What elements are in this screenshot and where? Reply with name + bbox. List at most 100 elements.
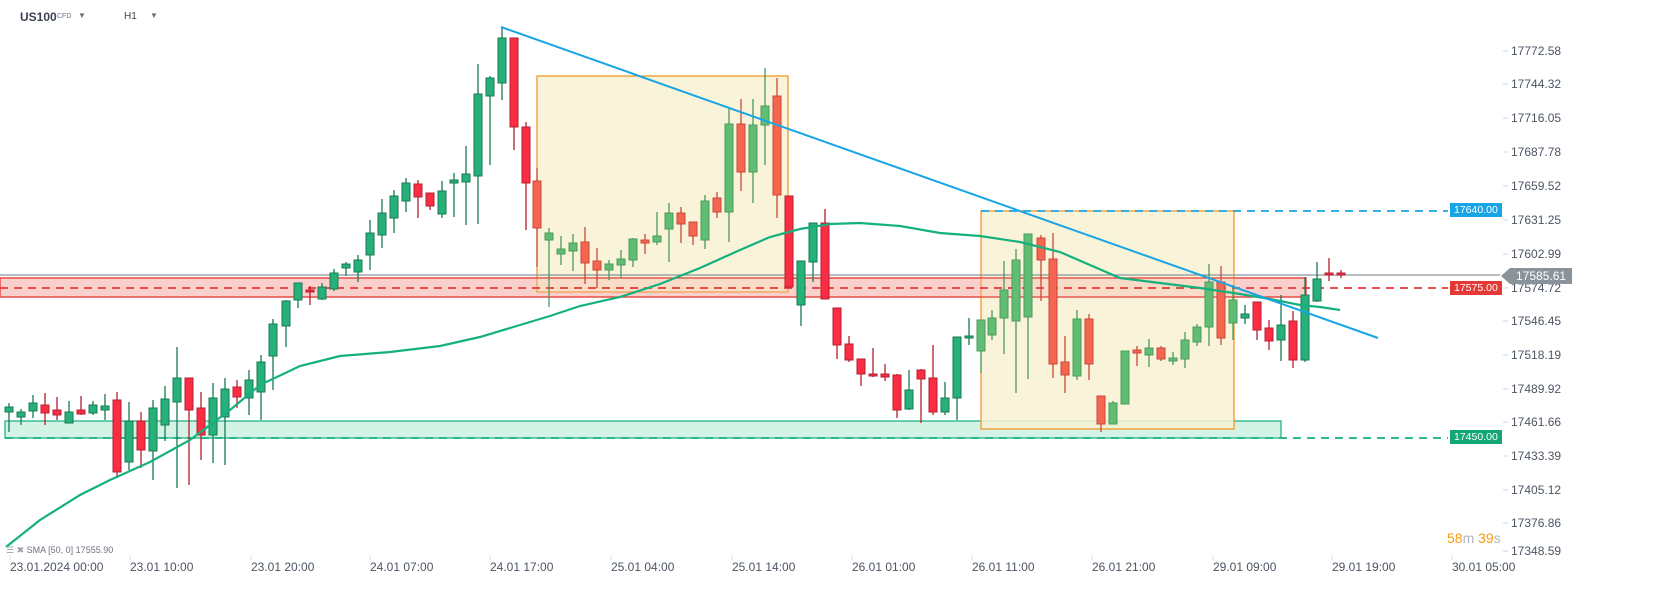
chart-toolbar: US100 CFD ▼ H1 ▼ (0, 0, 1653, 34)
indicator-settings-icon[interactable]: ☰ (6, 545, 15, 555)
candle-body (4, 406, 14, 413)
x-axis-label: 25.01 04:00 (611, 560, 675, 574)
candle-body (556, 248, 566, 255)
candle-body (1312, 278, 1322, 302)
y-axis-label: 17405.12 (1511, 483, 1561, 497)
support-green-price-tag: 17450.00 (1450, 430, 1502, 444)
x-axis-label: 26.01 11:00 (972, 560, 1035, 574)
candle-body (196, 407, 206, 436)
x-axis-label: 24.01 07:00 (370, 560, 434, 574)
candle-body (461, 173, 471, 183)
countdown-seconds: 39 (1478, 530, 1494, 546)
candle-body (724, 123, 734, 213)
y-axis-label: 17518.19 (1511, 348, 1561, 362)
candle-body (52, 409, 62, 416)
candle-body (688, 221, 698, 237)
x-axis-label: 23.01 10:00 (130, 560, 194, 574)
current-price-pointer-icon (1501, 268, 1510, 284)
candle-body (268, 323, 278, 357)
candle-body (652, 235, 662, 243)
symbol-chevron-down-icon[interactable]: ▼ (78, 11, 86, 20)
candle-body (425, 192, 435, 207)
candle-body (748, 124, 758, 173)
candle-body (760, 105, 770, 126)
candle-body (987, 317, 997, 336)
candle-body (868, 373, 878, 377)
consolidation-box-1 (536, 75, 789, 293)
candle-body (784, 195, 794, 288)
candle-body (916, 369, 926, 380)
candle-body (232, 386, 242, 398)
candle-body (604, 263, 614, 271)
candle-body (88, 404, 98, 414)
x-axis-label: 26.01 21:00 (1092, 560, 1156, 574)
candle-body (1156, 347, 1166, 360)
candle-body (317, 286, 327, 300)
candle-body (341, 263, 351, 269)
candle-body (281, 300, 291, 327)
candle-body (976, 319, 986, 352)
candle-body (509, 37, 519, 128)
symbol-selector[interactable]: US100 (20, 10, 57, 24)
candle-body (640, 239, 650, 244)
candle-body (844, 343, 854, 361)
candle-body (1324, 272, 1334, 276)
candle-body (856, 358, 866, 375)
resistance-price-tag: 17640.00 (1450, 203, 1502, 217)
candle-body (244, 379, 254, 399)
candle-body (1264, 327, 1274, 342)
candle-body (124, 420, 134, 463)
candle-body (532, 180, 542, 229)
timeframe-chevron-down-icon[interactable]: ▼ (150, 11, 158, 20)
y-axis-label: 17489.92 (1511, 382, 1561, 396)
candle-body (1120, 350, 1130, 405)
candle-body (820, 222, 830, 300)
countdown-minutes: 58 (1447, 530, 1463, 546)
y-axis-label: 17574.72 (1511, 281, 1561, 295)
timeframe-selector[interactable]: H1 (124, 11, 137, 22)
candle-body (568, 242, 578, 252)
candle-body (112, 399, 122, 473)
x-axis-label: 29.01 09:00 (1213, 560, 1277, 574)
candle-body (628, 238, 638, 261)
candle-body (1276, 324, 1286, 341)
candle-body (256, 361, 266, 393)
candle-body (220, 388, 230, 418)
current-price-tag: 17585.61 (1510, 268, 1573, 284)
candle-body (892, 374, 902, 411)
candle-body (1023, 233, 1033, 318)
x-axis-label: 23.01 20:00 (251, 560, 315, 574)
y-axis-label: 17659.52 (1511, 179, 1561, 193)
candle-body (413, 183, 423, 198)
y-axis-label: 17376.86 (1511, 516, 1561, 530)
candle-body (485, 77, 495, 97)
indicator-remove-icon[interactable]: ✖ (16, 545, 25, 555)
candle-body (76, 409, 86, 415)
candle-body (449, 179, 459, 184)
countdown-seconds-unit: s (1493, 530, 1501, 546)
candle-body (208, 397, 218, 436)
candle-body (664, 212, 674, 230)
candle-body (952, 336, 962, 399)
candle-body (1096, 395, 1106, 425)
candle-body (136, 420, 146, 451)
candle-body (808, 222, 818, 263)
candle-body (1288, 320, 1298, 361)
descending-trendline (500, 26, 1379, 339)
candle-body (1048, 258, 1058, 365)
candle-body (148, 407, 158, 452)
candle-body (1180, 339, 1190, 360)
y-axis-label: 17461.66 (1511, 415, 1561, 429)
candle-body (172, 377, 182, 403)
candle-body (928, 377, 938, 413)
candle-body (184, 377, 194, 411)
candle-body (64, 411, 74, 424)
indicator-legend: ☰ ✖ SMA [50, 0] 17555.90 (6, 545, 113, 556)
x-axis-label: 25.01 14:00 (732, 560, 796, 574)
candle-body (1132, 349, 1142, 354)
candle-body (437, 190, 447, 215)
x-axis-label: 23.01.2024 00:00 (10, 560, 104, 574)
candle-body (1252, 301, 1262, 331)
candle-body (1011, 259, 1021, 322)
